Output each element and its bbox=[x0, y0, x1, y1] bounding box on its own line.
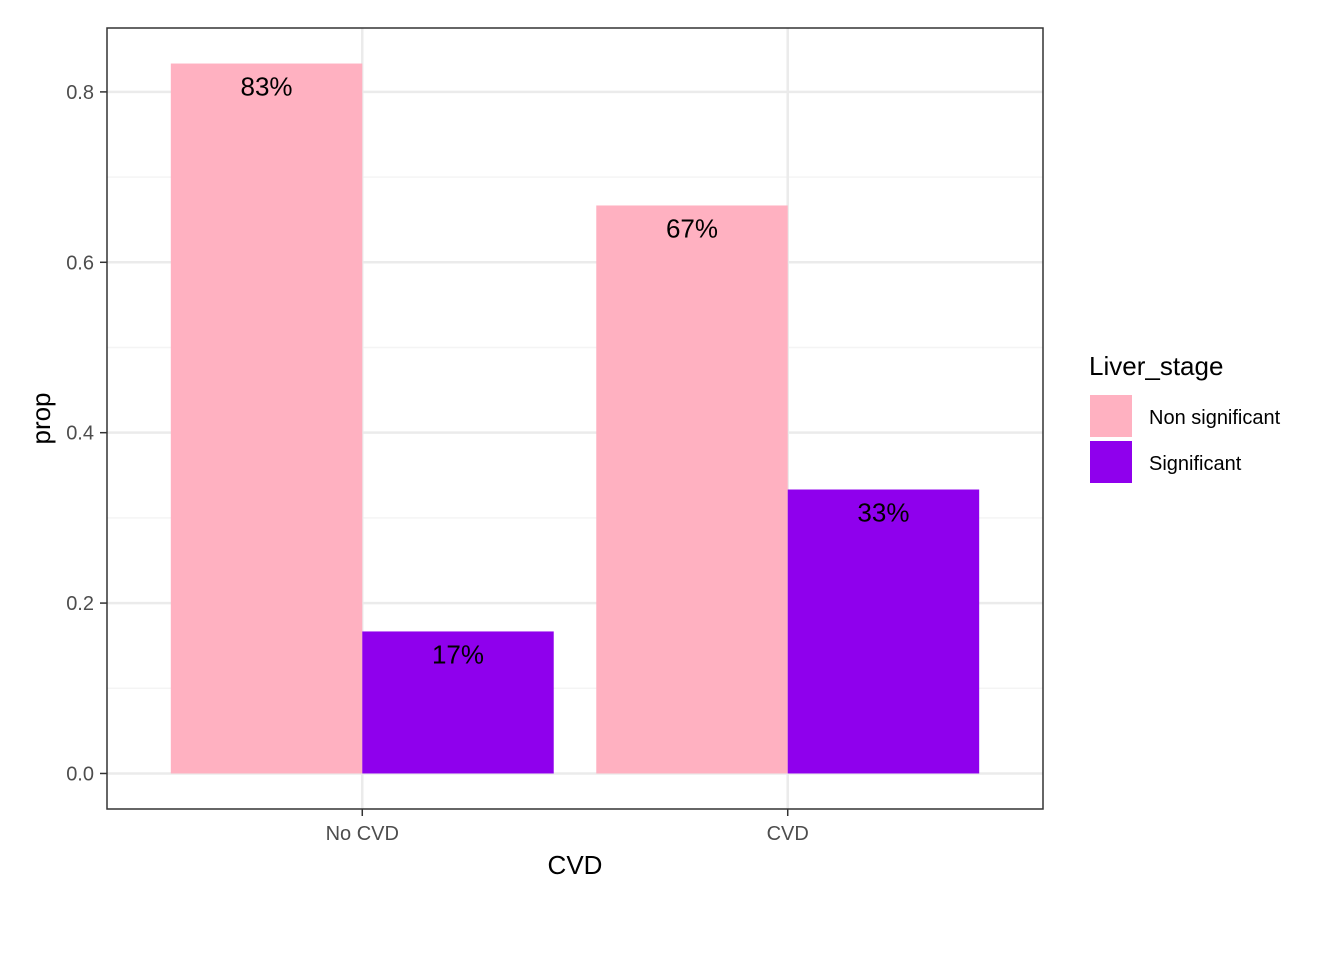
bars-layer bbox=[170, 63, 980, 774]
legend-key-non-significant bbox=[1090, 395, 1132, 437]
data-label: 33% bbox=[857, 498, 909, 528]
x-axis-title: CVD bbox=[548, 850, 603, 880]
data-label: 17% bbox=[432, 639, 484, 669]
legend-title: Liver_stage bbox=[1089, 351, 1223, 381]
bar-significant-cvd bbox=[787, 489, 980, 774]
labels-layer: 83% 67% 17% 33% bbox=[241, 72, 910, 670]
x-tick-label: No CVD bbox=[326, 823, 399, 845]
bar-significant-no-cvd bbox=[362, 631, 554, 774]
legend-label: Non significant bbox=[1149, 407, 1281, 429]
data-label: 67% bbox=[666, 213, 718, 243]
y-axis-title: prop bbox=[26, 392, 56, 444]
legend-label: Significant bbox=[1149, 453, 1242, 475]
data-label: 83% bbox=[241, 72, 293, 102]
legend: Liver_stage Non significant Significant bbox=[1089, 351, 1281, 483]
y-tick-label: 0.0 bbox=[66, 763, 94, 785]
panel-border bbox=[106, 27, 1044, 810]
y-tick-label: 0.2 bbox=[66, 593, 94, 615]
y-tick-label: 0.8 bbox=[66, 82, 94, 104]
y-tick-label: 0.4 bbox=[66, 423, 94, 445]
legend-key-significant bbox=[1090, 441, 1132, 483]
bar-non-significant-no-cvd bbox=[170, 63, 363, 774]
x-tick-label: CVD bbox=[767, 823, 809, 845]
bar-non-significant-cvd bbox=[596, 205, 788, 774]
axes-layer: 0.0 0.2 0.4 0.6 0.8 No CVD CVD CVD prop bbox=[26, 27, 1044, 880]
y-tick-label: 0.6 bbox=[66, 252, 94, 274]
